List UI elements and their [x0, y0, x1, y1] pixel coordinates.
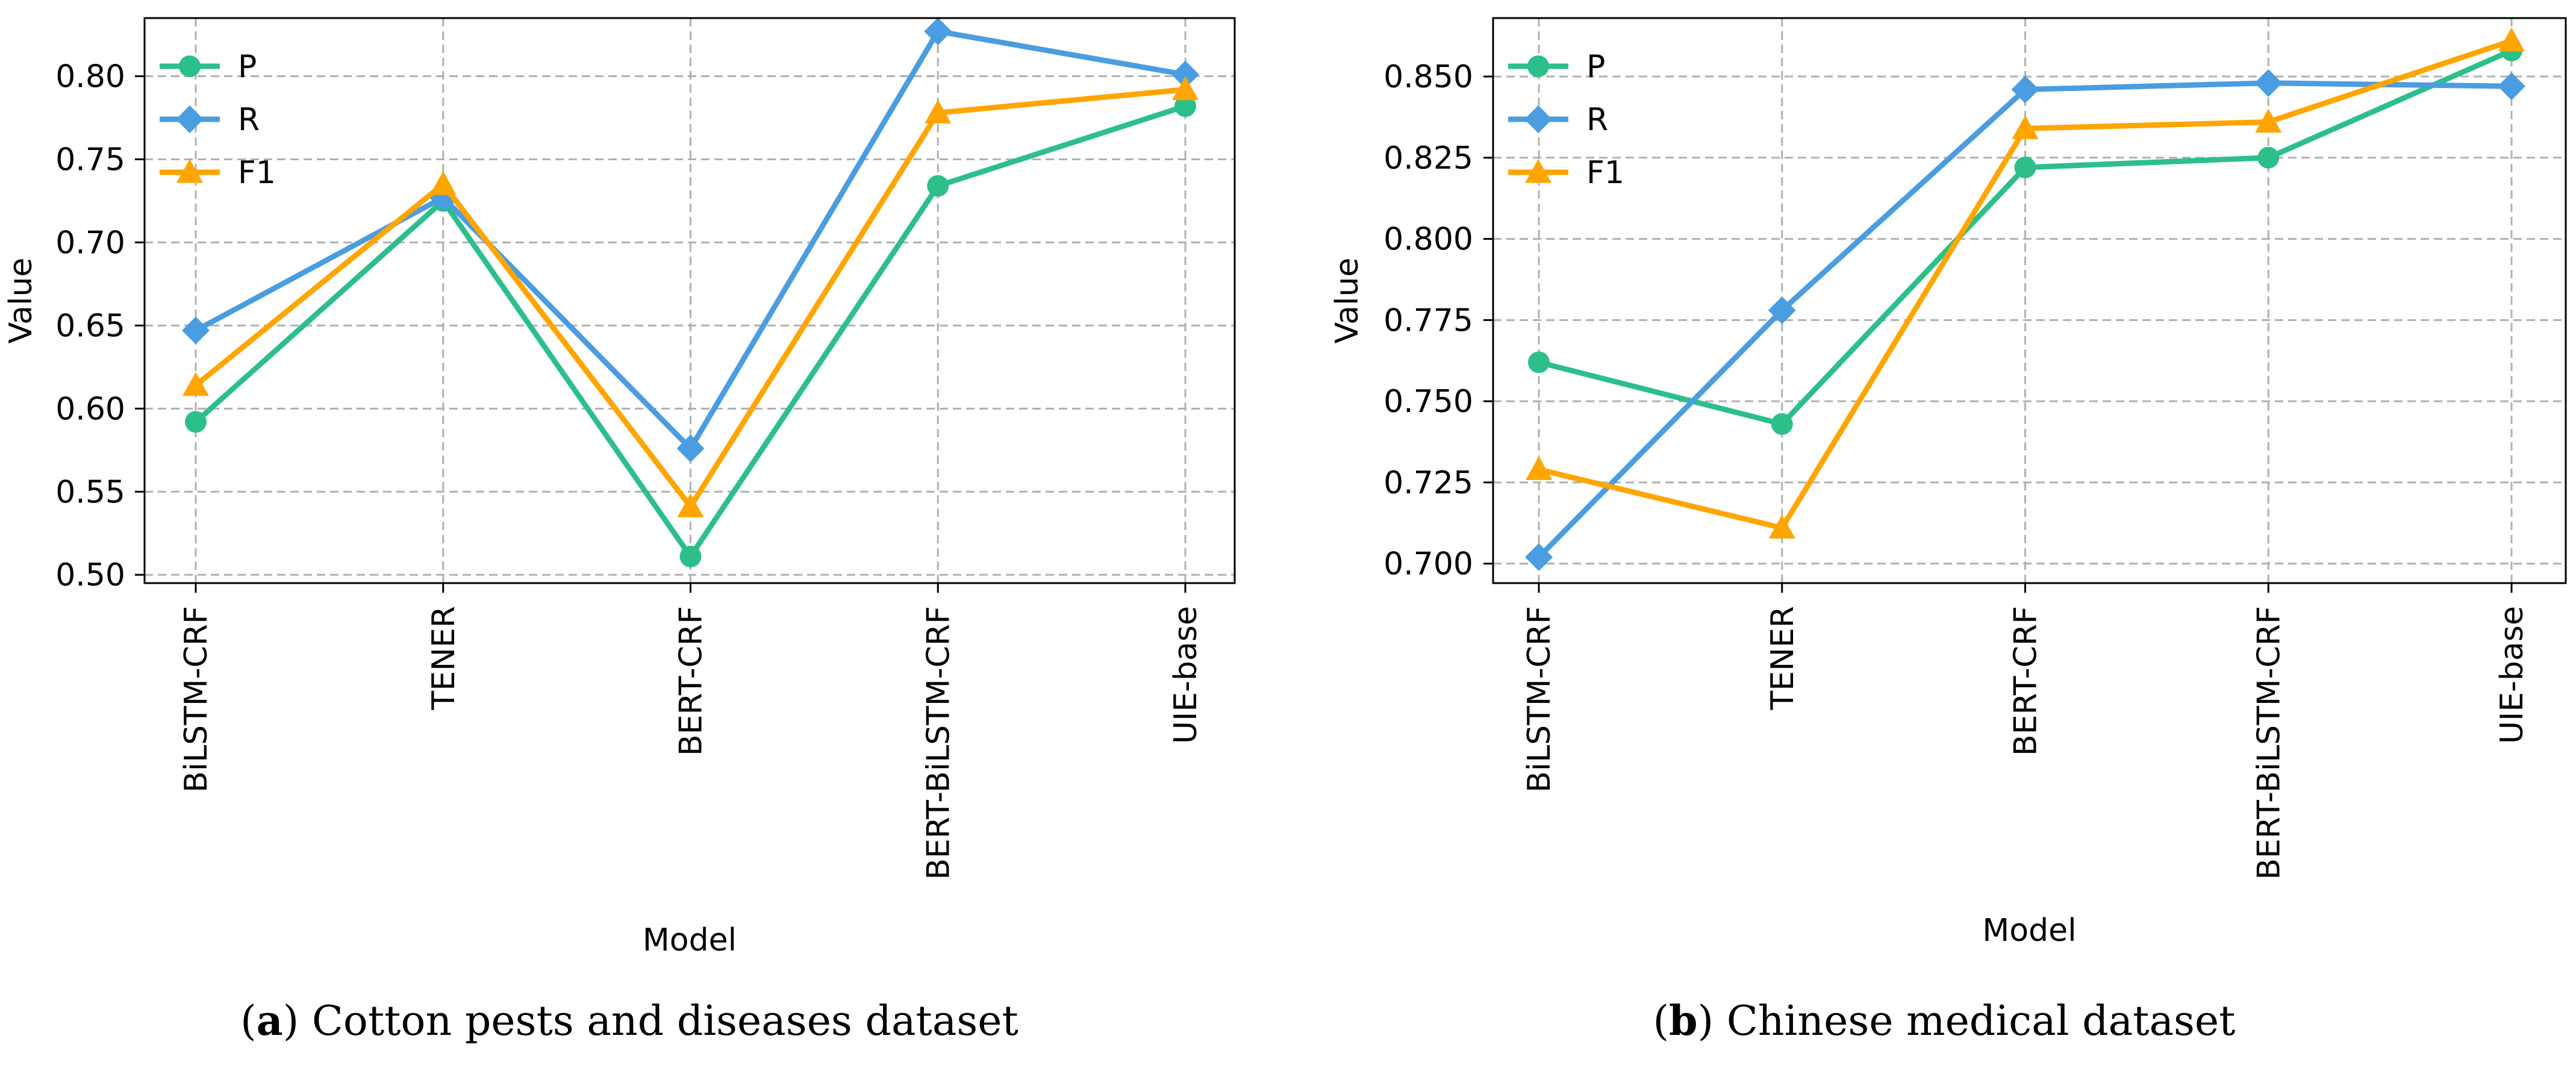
- x-tick-label: BERT-BiLSTM-CRF: [920, 606, 956, 880]
- data-point-p: [2257, 146, 2280, 169]
- legend-marker-p: [1527, 55, 1549, 77]
- y-tick-label: 0.80: [55, 59, 125, 95]
- data-point-f1: [2012, 115, 2039, 139]
- legend-label-r: R: [238, 102, 260, 138]
- caption-text: Cotton pests and diseases dataset: [299, 998, 1018, 1045]
- caption-paren-close: ): [283, 998, 299, 1045]
- y-tick-label: 0.700: [1383, 546, 1473, 582]
- data-point-p: [185, 411, 207, 433]
- data-point-r: [1768, 296, 1796, 325]
- legend-label-r: R: [1586, 102, 1608, 138]
- data-point-f1: [677, 493, 704, 517]
- x-tick-label: BERT-BiLSTM-CRF: [2251, 606, 2287, 880]
- legend-label-f1: F1: [238, 155, 276, 191]
- data-point-p: [679, 545, 702, 567]
- caption-paren-open: (: [240, 998, 257, 1045]
- data-point-f1: [925, 99, 952, 123]
- panel-caption: (b) Chinese medical dataset: [1653, 997, 2236, 1045]
- caption-paren-open: (: [1653, 998, 1670, 1045]
- x-tick-label: TENER: [1765, 606, 1801, 711]
- y-tick-label: 0.825: [1383, 140, 1473, 176]
- legend-label-p: P: [238, 49, 257, 85]
- legend-marker-f1: [1525, 159, 1552, 183]
- data-point-r: [676, 434, 705, 463]
- caption-text: Chinese medical dataset: [1714, 998, 2235, 1045]
- y-axis-label: Value: [3, 258, 39, 344]
- x-tick-label: BiLSTM-CRF: [178, 606, 214, 793]
- series-r: [1525, 69, 2525, 571]
- data-point-f1: [1172, 76, 1199, 101]
- y-tick-label: 0.75: [55, 142, 125, 178]
- data-point-p: [1174, 95, 1196, 117]
- caption-paren-close: ): [1698, 998, 1714, 1045]
- x-tick-label: BERT-CRF: [2008, 606, 2044, 756]
- series-r: [182, 17, 1199, 463]
- x-axis-label: Model: [1982, 913, 2076, 949]
- y-tick-label: 0.65: [55, 308, 125, 344]
- legend: PR F1: [160, 49, 276, 191]
- y-tick-label: 0.850: [1383, 59, 1473, 95]
- data-point-r: [2011, 75, 2039, 104]
- data-point-r: [924, 17, 952, 46]
- data-point-f1: [429, 170, 457, 195]
- x-tick-label: UIE-base: [1168, 606, 1204, 744]
- y-tick-label: 0.60: [55, 391, 125, 427]
- x-tick-label: TENER: [426, 606, 462, 711]
- legend-marker-f1: [176, 159, 203, 183]
- x-tick-label: BERT-CRF: [673, 606, 709, 756]
- data-point-r: [2498, 72, 2525, 101]
- data-point-f1: [182, 372, 209, 396]
- x-axis-label: Model: [643, 922, 737, 958]
- data-point-p: [1771, 413, 1793, 435]
- legend-marker-r: [176, 105, 204, 133]
- y-tick-label: 0.55: [55, 474, 125, 510]
- data-point-p: [1528, 351, 1550, 373]
- data-point-r: [1525, 543, 1553, 571]
- y-tick-label: 0.800: [1383, 222, 1473, 258]
- data-point-p: [2014, 156, 2036, 178]
- x-tick-label: BiLSTM-CRF: [1521, 606, 1558, 793]
- plot-frame: [1492, 17, 2567, 584]
- caption-letter: b: [1669, 997, 1698, 1045]
- y-tick-label: 0.725: [1383, 465, 1473, 501]
- data-point-r: [1171, 60, 1199, 89]
- panel-caption: (a) Cotton pests and diseases dataset: [240, 997, 1018, 1045]
- data-point-r: [2254, 69, 2283, 97]
- y-tick-label: 0.70: [55, 225, 125, 261]
- plot-frame: [143, 17, 1236, 584]
- data-point-p: [927, 175, 949, 197]
- legend: PR F1: [1508, 49, 1624, 191]
- legend-label-p: P: [1586, 49, 1605, 85]
- data-point-f1: [1768, 514, 1795, 539]
- y-tick-label: 0.750: [1383, 384, 1473, 420]
- legend-marker-p: [179, 55, 201, 77]
- legend-marker-r: [1524, 105, 1552, 133]
- chart-panel-b: 0.700 0.725 0.750 0.775 0.800 0.825 0.850 BiLST…: [1329, 17, 2567, 1045]
- legend-label-f1: F1: [1586, 155, 1624, 191]
- data-point-f1: [2498, 27, 2525, 52]
- data-point-f1: [2255, 108, 2282, 133]
- data-point-r: [182, 316, 210, 345]
- x-tick-label: UIE-base: [2494, 606, 2530, 744]
- y-tick-label: 0.50: [55, 557, 125, 593]
- caption-letter: a: [257, 997, 283, 1045]
- series-f1: [182, 76, 1199, 517]
- series-line-r: [194, 28, 1186, 452]
- series-f1: [1526, 27, 2525, 539]
- y-axis-label: Value: [1329, 258, 1365, 344]
- chart-panel-a: 0.50 0.55 0.60 0.65 0.70 0.75 0.80 BiLSTM-CRF TE…: [3, 17, 1236, 1045]
- y-tick-label: 0.775: [1383, 302, 1473, 339]
- data-point-f1: [1526, 456, 1552, 480]
